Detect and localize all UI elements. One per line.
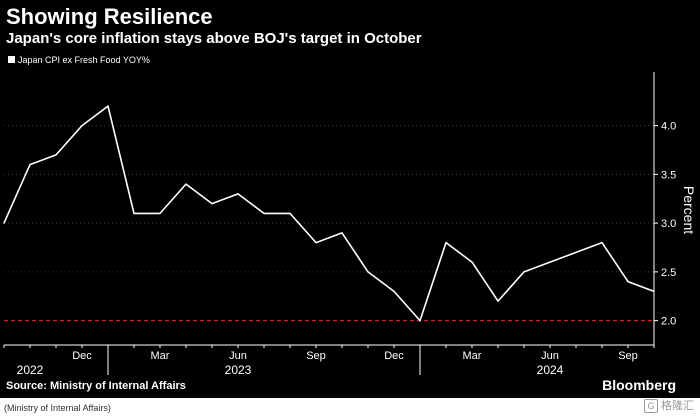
data-point [523,271,525,273]
bloomberg-logo: Bloomberg [602,377,676,393]
data-point [653,290,655,292]
x-month-label: Jun [229,350,247,362]
data-point [81,125,83,127]
line-chart: Japan CPI ex Fresh Food YOY% 2.0 2.5 3.0 3.… [3,55,697,377]
x-month-label: Sep [618,350,638,362]
g-logo-icon: G [644,399,658,413]
data-point [133,212,135,214]
x-year-label: 2024 [537,363,564,377]
y-axis: 2.0 2.5 3.0 3.5 4.0 [653,72,676,345]
series-group [3,105,655,322]
data-point [367,271,369,273]
data-point [419,320,421,322]
data-point [445,242,447,244]
chart-legend: Japan CPI ex Fresh Food YOY% [8,55,150,65]
image-caption: (Ministry of Internal Affairs) [4,403,111,413]
x-month-label: Mar [463,350,482,362]
data-point [315,242,317,244]
data-point [497,300,499,302]
x-month-label: Mar [151,350,170,362]
legend-label: Japan CPI ex Fresh Food YOY% [18,55,150,65]
x-month-label: Sep [306,350,326,362]
data-point [289,212,291,214]
series-line [3,105,655,322]
chart-card: Showing Resilience Japan's core inflatio… [0,0,700,398]
data-point [107,105,109,107]
x-month-label: Dec [72,350,92,362]
y-tick-label: 2.0 [661,316,676,328]
data-point [549,261,551,263]
data-point [341,232,343,234]
data-point [29,164,31,166]
chart-title: Showing Resilience [6,4,213,29]
legend-swatch [8,56,15,63]
chart-subtitle: Japan's core inflation stays above BOJ's… [6,30,422,47]
data-point [211,203,213,205]
x-month-label: Dec [384,350,404,362]
data-point [237,193,239,195]
data-point [263,212,265,214]
data-point [393,290,395,292]
data-point [3,222,5,224]
data-point [601,242,603,244]
data-point [55,154,57,156]
x-year-label: 2022 [17,363,44,377]
y-axis-label: Percent [681,186,697,234]
watermark: G 格隆汇 [644,399,694,413]
y-tick-label: 3.5 [661,169,676,181]
x-year-label: 2023 [225,363,252,377]
data-point [471,261,473,263]
data-point [159,212,161,214]
source-note: Source: Ministry of Internal Affairs [6,380,186,392]
x-month-label: Jun [541,350,559,362]
y-tick-label: 4.0 [661,121,676,133]
x-axis: Dec Mar Jun Sep Dec Mar Jun Sep 2022 2023 2024 [3,344,655,377]
chart-grid [4,125,654,273]
y-tick-label: 2.5 [661,267,676,279]
data-point [185,183,187,185]
y-tick-label: 3.0 [661,218,676,230]
watermark-text: 格隆汇 [661,400,694,412]
data-point [627,281,629,283]
data-point [575,251,577,253]
